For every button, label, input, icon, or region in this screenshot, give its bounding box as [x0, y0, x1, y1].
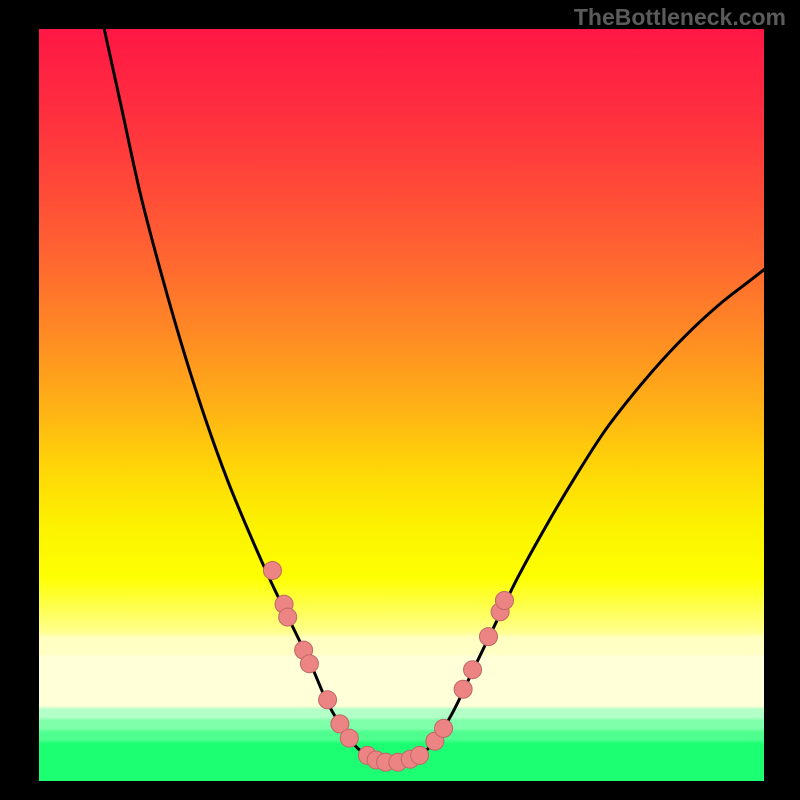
chart-background [39, 29, 764, 781]
data-marker [435, 719, 453, 737]
data-marker [300, 655, 318, 673]
data-marker [411, 746, 429, 764]
plot-area [39, 29, 764, 781]
data-marker [480, 628, 498, 646]
watermark-text: TheBottleneck.com [574, 4, 786, 31]
data-marker [263, 561, 281, 579]
data-marker [279, 608, 297, 626]
chart-container: TheBottleneck.com [0, 0, 800, 800]
chart-svg [39, 29, 764, 781]
data-marker [340, 729, 358, 747]
data-marker [495, 592, 513, 610]
data-marker [464, 661, 482, 679]
data-marker [319, 691, 337, 709]
data-marker [454, 680, 472, 698]
